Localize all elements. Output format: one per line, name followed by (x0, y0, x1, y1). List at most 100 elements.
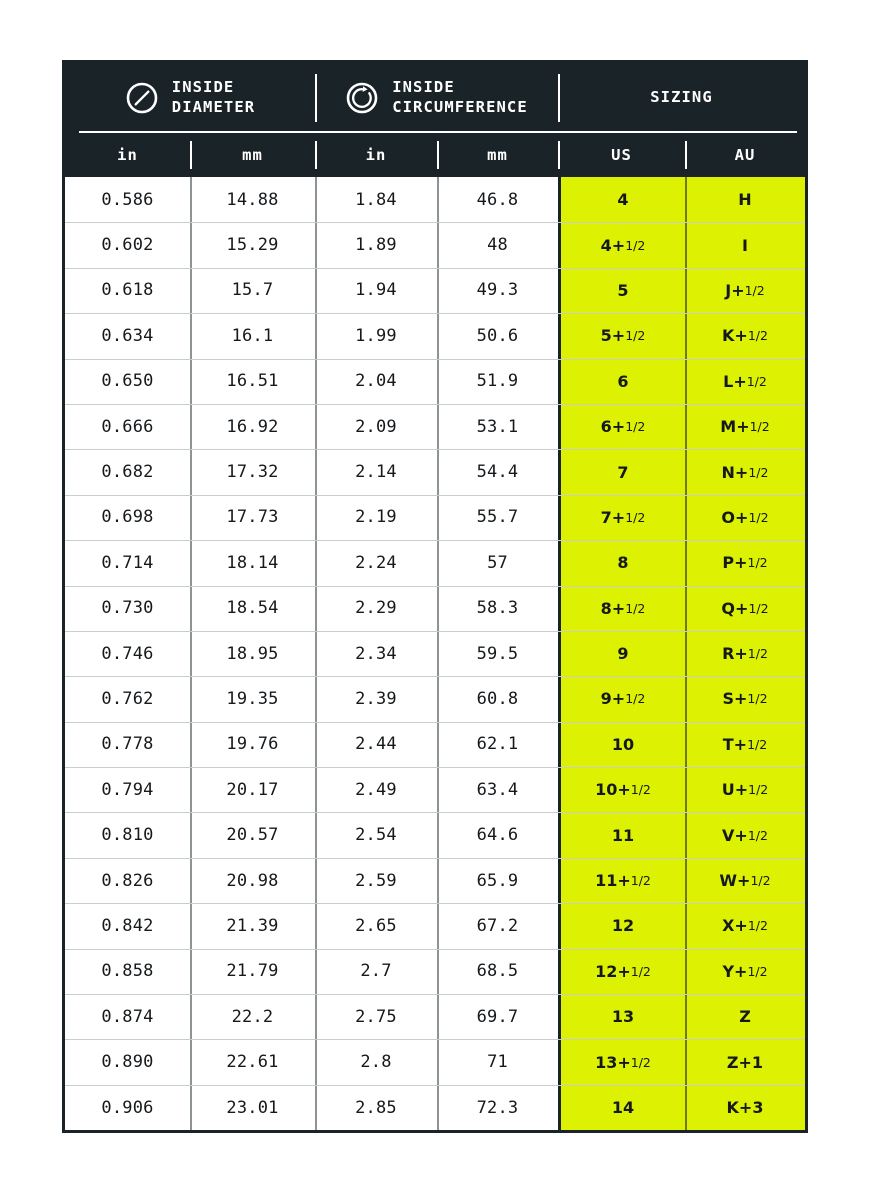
size-value: K+3 (726, 1098, 764, 1117)
cell-circumference-in: 1.89 (315, 222, 437, 269)
cell-size-au: Y+ 1/2 (685, 948, 805, 995)
size-value: 5+ (600, 326, 626, 346)
cell-size-au: O+ 1/2 (685, 494, 805, 541)
cell-size-au: K+3 (685, 1084, 805, 1131)
size-half-fraction: 1/2 (625, 600, 646, 616)
cell-circumference-mm: 59.5 (437, 630, 558, 677)
cell-size-us: 7 (558, 449, 685, 495)
cell-size-us: 9+ 1/2 (558, 676, 685, 722)
cell-size-us: 11+ 1/2 (558, 857, 685, 904)
cell-diameter-in: 0.682 (101, 462, 154, 483)
cell-circumference-in: 2.85 (315, 1084, 437, 1131)
header-group-inside-diameter: INSIDE DIAMETER (65, 63, 315, 133)
cell-size-au: H (685, 177, 805, 223)
cell-circumference-in: 2.44 (315, 721, 437, 768)
cell-diameter-in: 0.810 (101, 825, 154, 846)
size-value: X+ (722, 916, 748, 936)
cell-diameter-mm: 23.01 (190, 1084, 315, 1131)
size-half-fraction: 1/2 (747, 328, 768, 344)
cell-circumference-mm: 48 (437, 222, 558, 269)
table-row: 0.602 15.29 1.89 48 4+ 1/2 I (65, 222, 805, 269)
header-group-label: INSIDE CIRCUMFERENCE (392, 78, 528, 116)
cell-size-us: 7+ 1/2 (558, 494, 685, 541)
size-value: 4+ (600, 235, 626, 255)
table-row: 0.858 21.79 2.7 68.5 12+ 1/2 Y+ 1/2 (65, 948, 805, 995)
cell-circumference-mm: 68.5 (437, 948, 558, 995)
circular-arrow-ring-icon (346, 82, 378, 114)
cell-size-au: R+ 1/2 (685, 630, 805, 677)
size-value: N+ (721, 462, 749, 482)
size-value: 11+ (595, 871, 631, 891)
table-header: INSIDE DIAMETER INSIDE CIRCUMFERENCE (65, 63, 805, 177)
cell-diameter-in: 0.762 (101, 688, 154, 709)
size-value: J+ (725, 280, 745, 300)
cell-circumference-mm: 50.6 (437, 313, 558, 359)
cell-circumference-in: 2.7 (315, 948, 437, 995)
cell-diameter-mm: 21.39 (190, 903, 315, 950)
size-half-fraction: 1/2 (750, 873, 771, 889)
size-value: 14 (611, 1098, 635, 1117)
cell-circumference-mm: 63.4 (437, 767, 558, 813)
size-half-fraction: 1/2 (747, 963, 768, 979)
size-half-fraction: 1/2 (630, 1054, 651, 1070)
size-value: 7 (617, 462, 629, 482)
column-header-circumference-in: in (315, 133, 437, 177)
cell-size-au: Q+ 1/2 (685, 585, 805, 632)
cell-size-au: X+ 1/2 (685, 903, 805, 950)
size-value: S+ (722, 689, 748, 709)
size-value: 13+ (595, 1052, 631, 1072)
column-header-diameter-in: in (117, 146, 138, 164)
size-half-fraction: 1/2 (748, 782, 769, 798)
cell-size-us: 12+ 1/2 (558, 948, 685, 995)
cell-diameter-mm: 16.51 (190, 358, 315, 405)
cell-size-us: 12 (558, 903, 685, 949)
cell-size-us: 6+ 1/2 (558, 403, 685, 450)
table-row: 0.634 16.1 1.99 50.6 5+ 1/2 K+ 1/2 (65, 313, 805, 359)
size-half-fraction: 1/2 (625, 419, 646, 435)
size-half-fraction: 1/2 (625, 237, 646, 253)
cell-circumference-in: 2.59 (315, 857, 437, 904)
cell-circumference-mm: 55.7 (437, 494, 558, 541)
size-value: M+ (720, 417, 750, 437)
size-half-fraction: 1/2 (747, 646, 768, 662)
cell-size-au: P+ 1/2 (685, 540, 805, 586)
cell-size-us: 10+ 1/2 (558, 767, 685, 813)
size-value: 5 (617, 280, 629, 300)
cell-size-au: V+ 1/2 (685, 812, 805, 859)
table-row: 0.842 21.39 2.65 67.2 12 X+ 1/2 (65, 903, 805, 950)
size-value: 10+ (595, 780, 631, 800)
column-header-circumference-mm: mm (437, 133, 558, 177)
cell-diameter-mm: 15.29 (190, 222, 315, 269)
cell-circumference-mm: 67.2 (437, 903, 558, 950)
size-half-fraction: 1/2 (630, 873, 651, 889)
cell-diameter-mm: 19.76 (190, 721, 315, 768)
size-value: W+ (719, 871, 751, 891)
size-half-fraction: 1/2 (630, 782, 651, 798)
cell-diameter-in: 0.714 (101, 552, 154, 573)
cell-diameter-mm: 18.95 (190, 630, 315, 677)
cell-size-us: 4+ 1/2 (558, 222, 685, 268)
cell-diameter-mm: 15.7 (190, 267, 315, 314)
cell-diameter-in: 0.890 (101, 1052, 154, 1073)
size-half-fraction: 1/2 (747, 691, 768, 707)
cell-circumference-mm: 53.1 (437, 403, 558, 450)
cell-size-us: 9 (558, 630, 685, 677)
table-row: 0.762 19.35 2.39 60.8 9+ 1/2 S+ 1/2 (65, 676, 805, 723)
size-half-fraction: 1/2 (748, 600, 769, 616)
size-half-fraction: 1/2 (744, 282, 765, 298)
cell-circumference-mm: 49.3 (437, 267, 558, 314)
cell-diameter-in: 0.602 (101, 235, 154, 256)
size-value: O+ (721, 507, 749, 527)
header-unit-row: in mm in mm US AU (65, 133, 805, 177)
cell-circumference-in: 2.29 (315, 585, 437, 632)
cell-size-au: U+ 1/2 (685, 767, 805, 813)
size-half-fraction: 1/2 (747, 918, 768, 934)
size-value: 11 (611, 825, 635, 845)
cell-size-us: 13+ 1/2 (558, 1039, 685, 1085)
size-half-fraction: 1/2 (630, 963, 651, 979)
cell-size-us: 4 (558, 177, 685, 223)
cell-diameter-mm: 18.54 (190, 585, 315, 632)
cell-diameter-in: 0.794 (101, 779, 154, 800)
table-row: 0.618 15.7 1.94 49.3 5 J+ 1/2 (65, 267, 805, 314)
